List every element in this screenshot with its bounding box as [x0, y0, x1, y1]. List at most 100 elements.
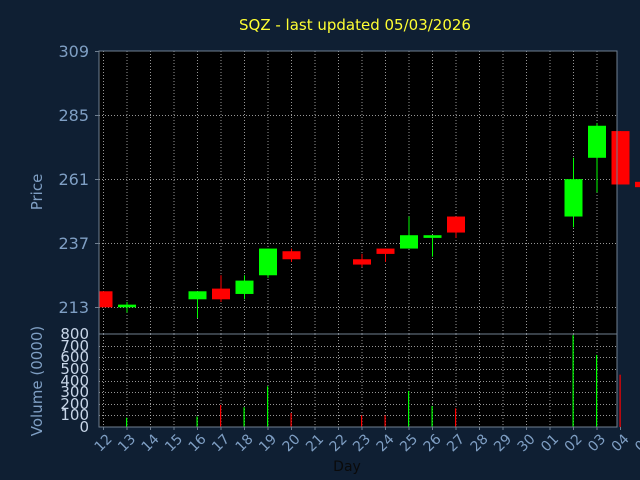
price-grid [99, 51, 617, 334]
x-tick-label: 04 [609, 431, 633, 455]
x-tick-label: 05 [632, 431, 640, 455]
candle-body [99, 291, 113, 308]
x-tick-label: 21 [303, 431, 327, 455]
candle-body [259, 248, 277, 276]
volume-bar [596, 354, 598, 427]
x-tick-label: 24 [374, 431, 398, 455]
candle-body [400, 235, 418, 249]
x-tick-label: 14 [139, 431, 163, 455]
price-axis-label: Price [28, 174, 46, 211]
candle-body [635, 181, 640, 188]
candle-body [564, 179, 583, 217]
x-tick-label: 28 [468, 431, 492, 455]
x-tick-label: 30 [515, 431, 539, 455]
volume-bar [619, 374, 621, 427]
candle [282, 248, 301, 262]
x-ticks: 12 13 14 15 16 17 18 19 20 21 22 23 24 25 26 27 28 29 30 01… [92, 427, 640, 455]
volume-bar [431, 406, 433, 427]
candle [447, 216, 465, 238]
candle-body [282, 251, 301, 260]
x-tick-label: 19 [256, 431, 280, 455]
volume-bar [196, 416, 198, 427]
candle [588, 123, 606, 193]
x-tick-label: 27 [444, 431, 468, 455]
candle-body [235, 280, 254, 294]
candle [635, 181, 640, 188]
volume-tick-label: 700 [60, 337, 89, 355]
x-tick-label: 01 [538, 431, 562, 455]
volume-axis-label: Volume (0000) [28, 326, 46, 436]
volume-bar [361, 415, 363, 427]
volume-tick-label: 100 [60, 406, 89, 424]
x-tick-label: 20 [280, 431, 304, 455]
candle [423, 235, 442, 257]
volume-tick-label: 500 [60, 360, 89, 378]
x-tick-label: 13 [115, 431, 139, 455]
candle [212, 275, 230, 302]
price-tick-label: 285 [58, 106, 89, 125]
volume-tick-label: 200 [60, 395, 89, 413]
candle [353, 253, 371, 268]
x-tick-label: 12 [92, 431, 116, 455]
volume-bar [408, 390, 410, 427]
price-tick-label: 237 [58, 234, 89, 253]
chart-title: SQZ - last updated 05/03/2026 [239, 16, 471, 34]
x-axis-label: Day [333, 459, 361, 475]
volume-bar [572, 335, 574, 427]
candle [99, 291, 113, 308]
candle-body [376, 248, 395, 254]
x-tick-label: 18 [233, 431, 257, 455]
candle [118, 301, 136, 313]
price-ticks: 213 237 261 285 309 [58, 42, 99, 317]
volume-plot-area [99, 334, 617, 427]
candle [188, 291, 207, 318]
volume-tick-label: 300 [60, 383, 89, 401]
price-tick-label: 261 [58, 170, 89, 189]
candle-body [447, 216, 465, 233]
candle-body [588, 125, 606, 158]
candle [259, 248, 277, 278]
candle-body [353, 259, 371, 265]
volume-bar [455, 408, 457, 427]
x-tick-label: 26 [421, 431, 445, 455]
volume-bar [243, 407, 245, 427]
candle [376, 248, 395, 262]
candle-body [118, 304, 136, 308]
volume-tick-label: 600 [60, 348, 89, 366]
volume-tick-label: 800 [60, 325, 89, 343]
candle [611, 131, 630, 185]
volume-tick-label: 400 [60, 372, 89, 390]
volume-bar [290, 413, 292, 427]
volume-bar [267, 386, 269, 427]
candle-body [188, 291, 207, 300]
candle-body [611, 131, 630, 185]
x-tick-label: 17 [209, 431, 233, 455]
candle-body [423, 235, 442, 238]
price-tick-label: 309 [58, 42, 89, 61]
candle [400, 216, 418, 249]
volume-tick-label: 0 [79, 418, 89, 436]
x-tick-label: 03 [585, 431, 609, 455]
volume-plot-border [98, 333, 618, 428]
candle [564, 157, 583, 228]
x-tick-label: 02 [562, 431, 586, 455]
x-tick-label: 15 [162, 431, 186, 455]
volume-bar [126, 417, 128, 427]
candle-body [212, 288, 230, 300]
x-tick-label: 29 [491, 431, 515, 455]
x-tick-label: 22 [327, 431, 351, 455]
price-tick-label: 213 [58, 298, 89, 317]
x-tick-label: 25 [397, 431, 421, 455]
price-plot-area [99, 51, 617, 334]
volume-bar [384, 415, 386, 427]
candles [99, 123, 640, 318]
volume-grid [99, 334, 617, 427]
x-tick-label: 23 [350, 431, 374, 455]
x-tick-label: 16 [186, 431, 210, 455]
volume-bars [126, 335, 621, 427]
candle [235, 275, 254, 300]
volume-bar [220, 404, 222, 427]
